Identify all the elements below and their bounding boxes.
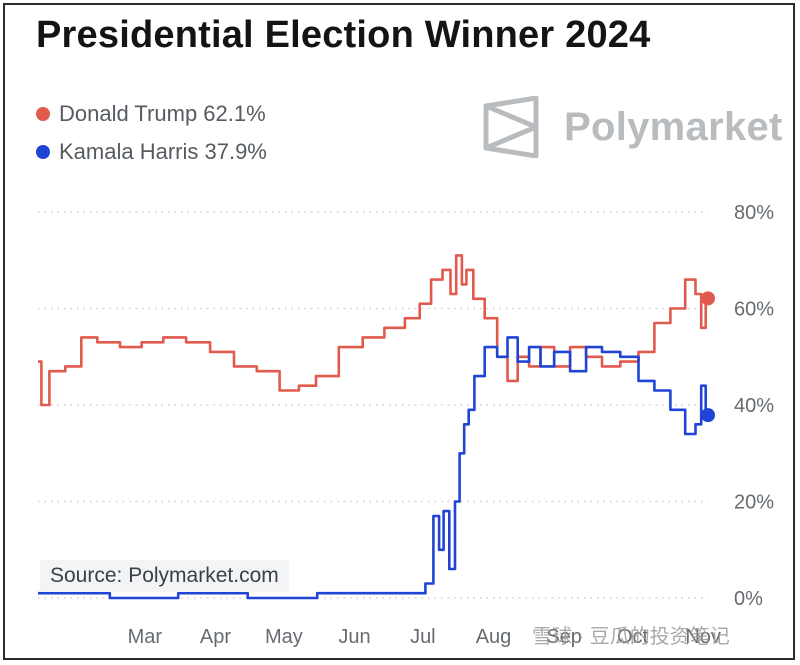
chart-legend: Donald Trump 62.1% Kamala Harris 37.9% <box>36 95 267 171</box>
chart-grid <box>38 211 708 599</box>
watermark-text: 雪球 · 豆瓜的投资笔记 <box>532 626 730 648</box>
x-tick-label: Apr <box>200 626 231 648</box>
chart-title: Presidential Election Winner 2024 <box>36 14 651 56</box>
trump-legend-dot <box>36 107 50 121</box>
harris-end-point <box>701 408 715 423</box>
x-axis-ticks: Mar Apr May Jun Jul Aug Sep Oct Nov <box>128 626 721 648</box>
y-tick-label: 40% <box>734 395 774 417</box>
polymarket-wordmark: Polymarket <box>564 104 783 149</box>
polymarket-logo-icon <box>483 96 539 158</box>
x-tick-label: May <box>265 626 303 648</box>
chart-frame <box>3 3 795 660</box>
series-lines <box>38 254 708 600</box>
polymarket-logo: Polymarket <box>480 96 783 158</box>
x-tick-label: Nov <box>685 626 721 648</box>
x-tick-label: Jun <box>338 626 370 648</box>
harris-series-line <box>38 336 708 600</box>
x-tick-label: Aug <box>476 626 512 648</box>
trump-series-line <box>38 254 708 407</box>
harris-legend-dot <box>36 145 50 159</box>
source-label: Source: Polymarket.com <box>40 560 289 592</box>
x-tick-label: Oct <box>617 626 649 648</box>
legend-item-harris: Kamala Harris 37.9% <box>36 133 267 171</box>
x-tick-label: Mar <box>128 626 163 648</box>
legend-item-trump: Donald Trump 62.1% <box>36 95 267 133</box>
y-axis-ticks: 0% 20% 40% 60% 80% <box>734 202 774 610</box>
trump-end-point <box>701 291 715 306</box>
series-end-markers <box>701 291 715 423</box>
trump-legend-label: Donald Trump 62.1% <box>59 101 266 126</box>
y-tick-label: 60% <box>734 299 774 321</box>
y-tick-label: 80% <box>734 202 774 224</box>
y-tick-label: 0% <box>734 588 763 610</box>
x-tick-label: Jul <box>410 626 436 648</box>
x-tick-label: Sep <box>546 626 582 648</box>
harris-legend-label: Kamala Harris 37.9% <box>59 139 267 164</box>
y-tick-label: 20% <box>734 492 774 514</box>
